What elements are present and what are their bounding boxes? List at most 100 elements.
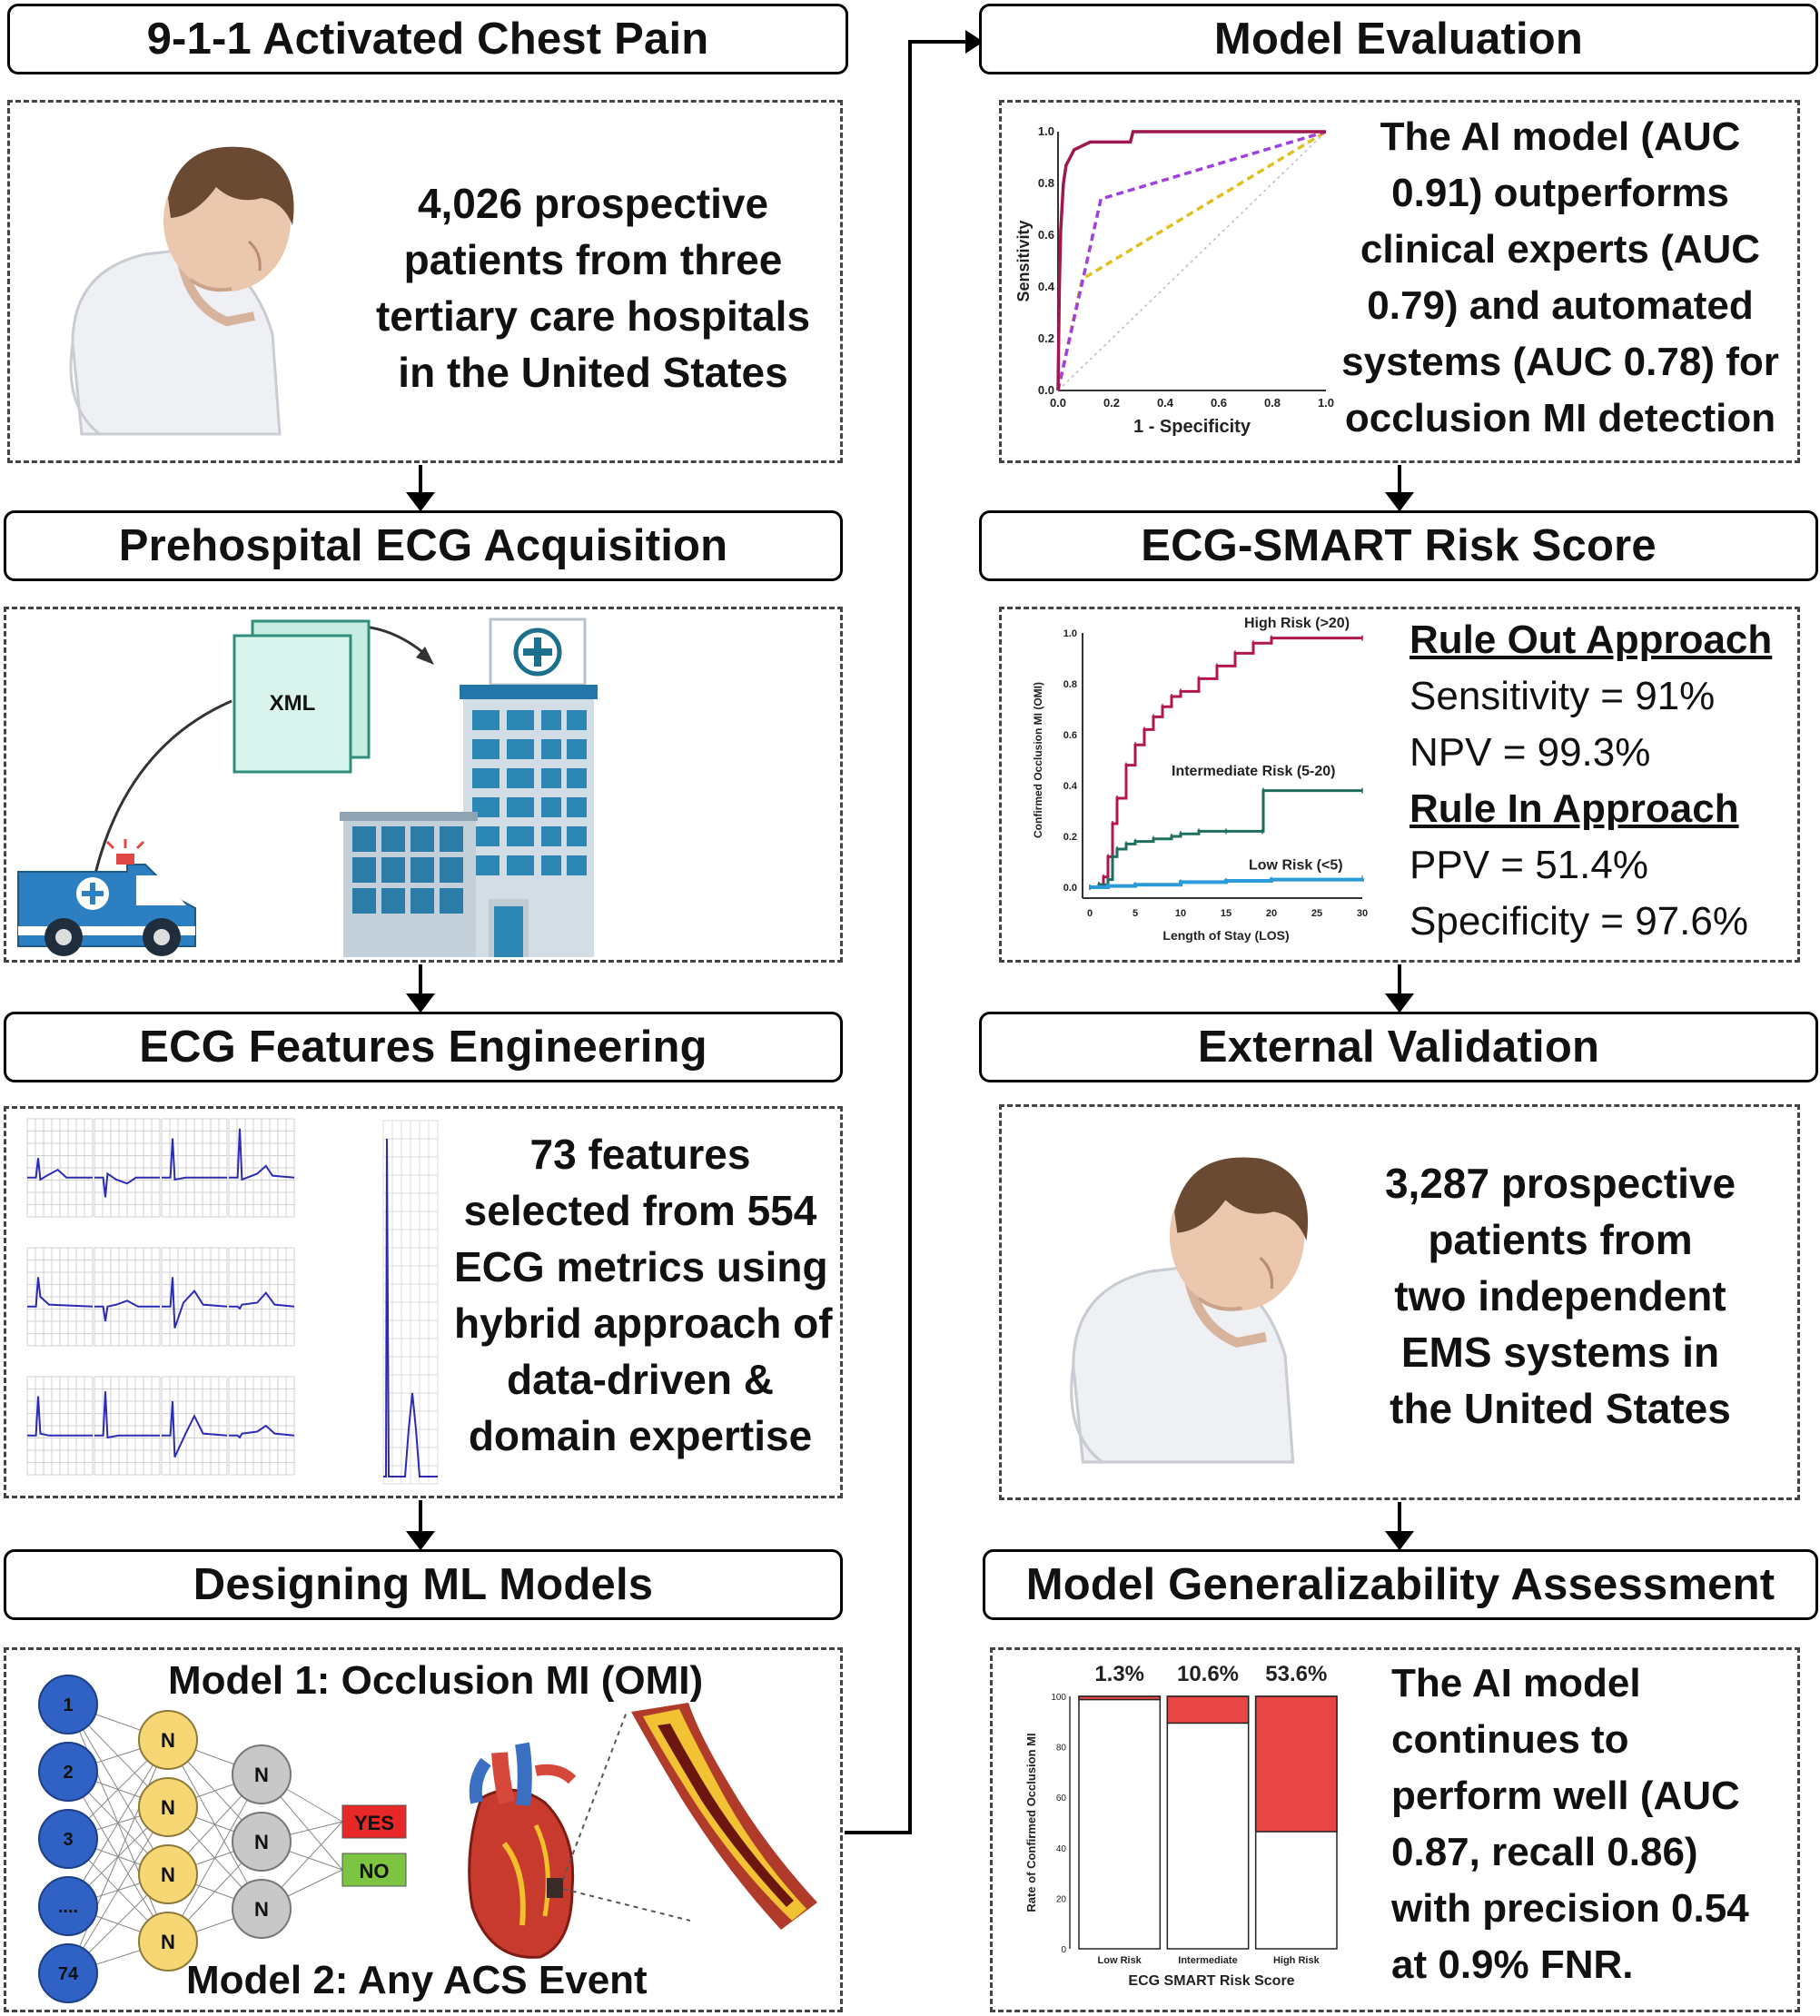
nn-output-box [341,1804,407,1839]
roc-x-tick: 0.4 [1157,396,1174,410]
nn-input-node [38,1943,98,2003]
nn-hidden-node [232,1744,292,1804]
nn-hidden-label: N [161,1863,175,1886]
generalizability-line-4: 0.87, recall 0.86) [1391,1830,1698,1874]
connector-to-evaluation [845,30,984,1834]
km-x-tick: 10 [1175,908,1186,919]
right-column-arrows [1385,465,1414,1551]
ecg-waveform [162,1400,228,1458]
feature-line-4: hybrid approach of [454,1300,833,1347]
ecg-waveform [162,1277,228,1329]
feature-line-1: 73 features [529,1131,751,1178]
nn-output-label: YES [354,1812,394,1834]
left-column-arrows [406,465,435,1551]
nn-hidden-label: N [254,1764,269,1786]
ecg-waveform [94,1171,160,1198]
ecg-waveform [94,1391,160,1439]
nn-input-node [38,1675,98,1734]
header-model-evaluation: Model Evaluation [979,4,1818,74]
bar-omi-segment [1166,1695,1250,1724]
ecg-waveform [229,1424,295,1439]
bar-y-tick: 80 [1056,1744,1067,1754]
roc-y-tick: 0.8 [1038,176,1054,190]
ecg-waveform [229,1128,295,1181]
header-risk-score-text: ECG-SMART Risk Score [1141,521,1657,570]
neural-network-diagram: 1 2 3.... 74 N N N N N N N YES NO [38,1675,407,2003]
roc-y-tick: 0.2 [1038,331,1054,345]
ecg-waveform [94,1300,160,1322]
km-series-label: High Risk (>20) [1244,616,1350,631]
header-external-validation-text: External Validation [1197,1023,1600,1072]
km-x-tick: 0 [1087,908,1093,919]
nn-hidden-label: N [161,1796,175,1819]
bar-y-tick: 0 [1061,1945,1066,1955]
nn-input-node [38,1809,98,1869]
km-x-tick: 30 [1357,908,1368,919]
km-x-tick: 15 [1221,908,1231,919]
nn-hidden-label: N [254,1898,269,1921]
roc-x-tick: 0.2 [1103,396,1120,410]
bar-data-label: 10.6% [1177,1662,1239,1686]
feature-line-5: data-driven & [507,1356,774,1403]
roc-curve [1056,130,1326,391]
km-y-tick: 0.2 [1063,832,1077,843]
risk-bar-chart: 0 20 40 60 80 100 Rate of Confirmed Occlusion … [1024,1662,1338,1989]
bar-omi-segment [1254,1695,1338,1833]
ecg-waveform [27,1277,94,1308]
patient-illustration-2 [1070,1157,1309,1464]
nn-edge [167,1774,262,1942]
chest-pain-line-1: 4,026 prospective [417,180,769,227]
km-y-tick: 0.4 [1063,781,1078,792]
km-curve [1090,637,1362,889]
feature-line-6: domain expertise [468,1412,813,1459]
nn-input-label: 1 [63,1695,73,1715]
nn-output-label: NO [360,1860,390,1883]
roc-curve [1057,131,1327,391]
model1-label: Model 1: Occlusion MI (OMI) [168,1658,704,1703]
generalizability-line-1: The AI model [1391,1661,1641,1705]
validation-line-2: patients from [1428,1216,1693,1263]
nn-hidden-node [138,1912,198,1972]
bar-category-label: Low Risk [1098,1955,1142,1966]
ecg-waveform [162,1138,227,1181]
nn-input-node [38,1876,98,1936]
bar-data-label: 1.3% [1094,1662,1144,1686]
specificity-value: Specificity = 97.6% [1410,899,1748,944]
km-x-tick: 5 [1133,908,1138,919]
header-ecg-acquisition: Prehospital ECG Acquisition [4,510,843,581]
generalizability-line-6: at 0.9% FNR. [1391,1942,1634,1987]
ecg-waveform [27,1158,93,1181]
km-series-label: Low Risk (<5) [1249,857,1343,873]
chest-pain-text: 4,026 prospective patients from three te… [363,175,823,400]
header-chest-pain: 9-1-1 Activated Chest Pain [7,4,848,74]
risk-metrics-text: Rule Out Approach Sensitivity = 91% NPV … [1410,612,1791,950]
km-survival-chart: 0 5 10 15 20 25 30 0.0 0.2 0.4 0.6 0.8 1.0 Length of … [1032,616,1368,943]
xml-doc-front [232,634,352,774]
chest-pain-line-4: in the United States [398,349,788,396]
rule-out-title: Rule Out Approach [1410,618,1773,662]
km-y-label: Confirmed Occlusion MI (OMI) [1032,682,1044,838]
model2-label: Model 2: Any ACS Event [186,1958,648,2002]
evaluation-line-1: The AI model (AUC [1380,114,1741,159]
bar-category-label: Intermediate [1178,1955,1237,1966]
ecg-waveform-grid [26,1118,439,1485]
ambulance-icon [17,839,196,956]
header-feature-engineering-text: ECG Features Engineering [139,1023,707,1072]
artery-plaque-icon [631,1703,817,1930]
chest-pain-line-3: tertiary care hospitals [375,292,811,340]
validation-line-5: the United States [1390,1385,1731,1432]
header-external-validation: External Validation [979,1012,1818,1082]
nn-input-node [38,1742,98,1802]
km-y-tick: 1.0 [1063,628,1077,639]
nn-edge [67,1806,169,1974]
nn-hidden-node [138,1710,198,1770]
roc-y-tick: 0.0 [1038,383,1054,397]
patient-illustration-1 [69,146,294,436]
header-chest-pain-text: 9-1-1 Activated Chest Pain [146,15,709,64]
validation-line-3: two independent [1394,1272,1726,1319]
feature-line-3: ECG metrics using [454,1243,828,1290]
panel-model-evaluation [999,100,1800,463]
header-risk-score: ECG-SMART Risk Score [979,510,1818,581]
bar-data-label: 53.6% [1265,1662,1327,1686]
ppv-value: PPV = 51.4% [1410,843,1648,887]
